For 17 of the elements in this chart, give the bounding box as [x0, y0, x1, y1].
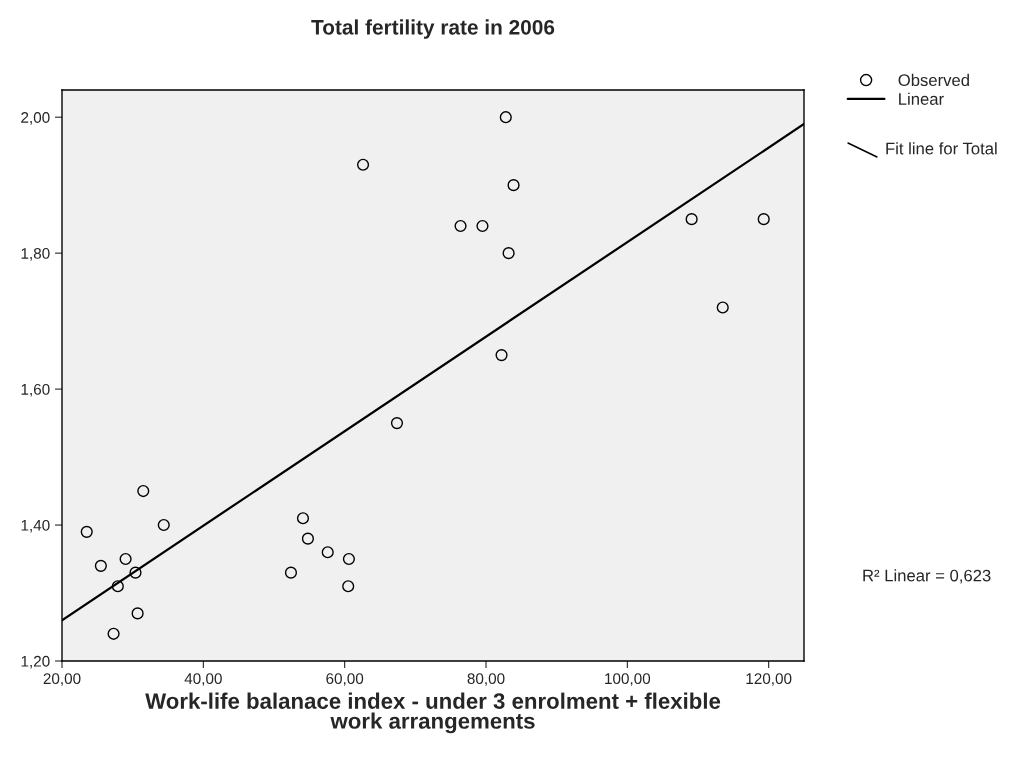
x-tick-label: 80,00 — [467, 673, 505, 686]
x-tick-label: 60,00 — [326, 673, 364, 686]
y-tick-label: 1,20 — [21, 655, 50, 669]
x-tick-label: 120,00 — [746, 673, 792, 686]
x-tick-label: 100,00 — [605, 673, 651, 686]
x-tick-label: 20,00 — [43, 673, 81, 686]
text: Fit line for Total — [886, 142, 997, 155]
y-tick-label: 1,60 — [21, 383, 50, 397]
legend-label: Linear — [899, 92, 944, 105]
legend-label: Observed — [898, 73, 969, 87]
x-axis-title: Work-life balanace index - under 3 enrolment + flexible work arrangements — [145, 692, 721, 734]
y-tick-label: 1,80 — [21, 248, 50, 261]
y-tick-label: 1,40 — [21, 519, 50, 533]
text: R² Linear = 0,623 — [863, 569, 991, 584]
x-tick-label: 40,00 — [184, 673, 222, 686]
y-tick-label: 2,00 — [21, 112, 50, 125]
chart-title: Total fertility rate in 2006 — [311, 19, 555, 39]
